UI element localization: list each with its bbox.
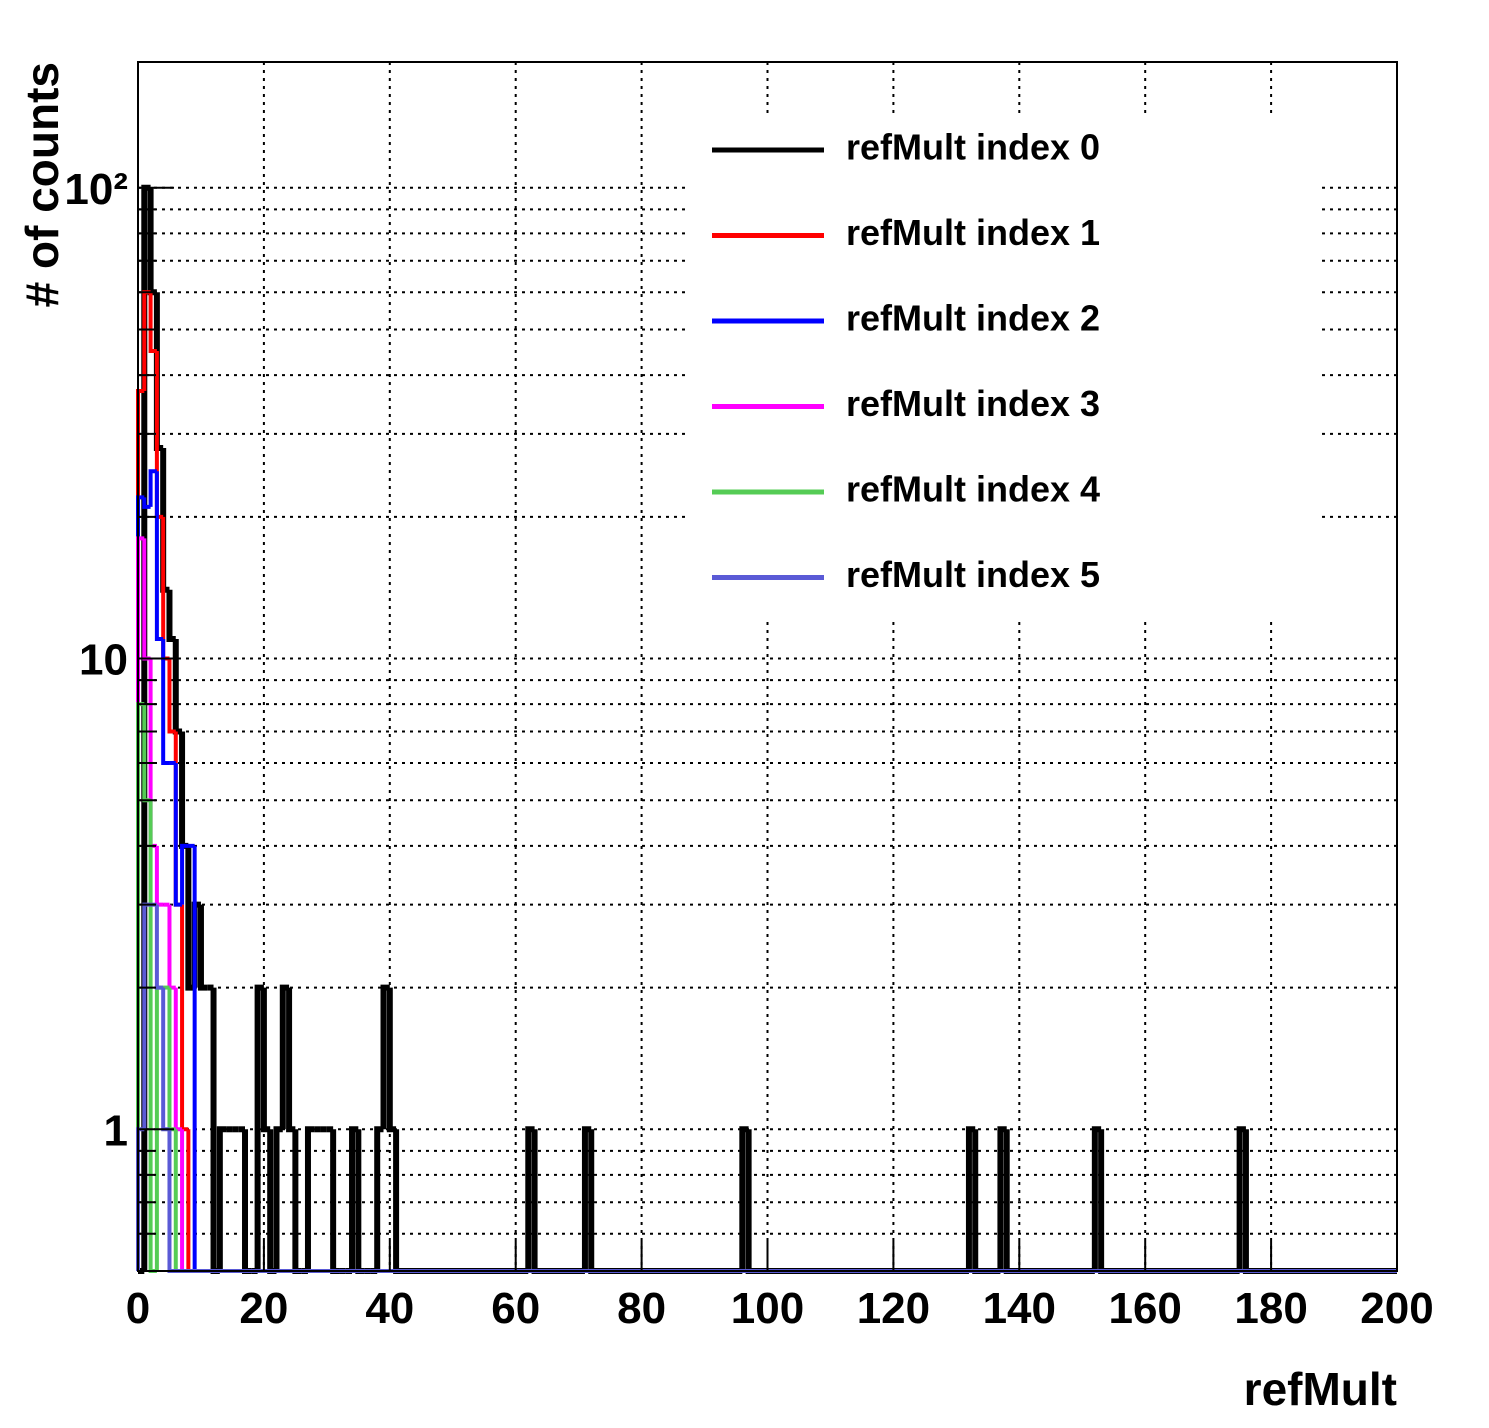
x-tick-label: 200 [1360, 1284, 1433, 1333]
histogram-bin [167, 658, 176, 734]
histogram-bin [142, 497, 151, 509]
legend-label: refMult index 2 [846, 298, 1100, 339]
legend-label: refMult index 3 [846, 383, 1100, 424]
histogram-bin [185, 845, 195, 991]
y-tick-label: 1 [104, 1106, 128, 1155]
legend: refMult index 0 refMult index 1 refMult in… [690, 118, 1320, 620]
legend-label: refMult index 1 [846, 212, 1100, 253]
x-tick-label: 180 [1234, 1284, 1307, 1333]
histogram-bin [154, 904, 164, 990]
x-tick-label: 0 [126, 1284, 150, 1333]
x-tick-label: 140 [983, 1284, 1056, 1333]
histogram-bin [304, 1126, 315, 1271]
histogram-bin [161, 639, 170, 765]
x-tick-label: 160 [1108, 1284, 1181, 1333]
histogram-bin [197, 904, 208, 991]
y-axis-title: # of counts [16, 62, 68, 307]
histogram-bin [148, 292, 157, 354]
histogram-bin [273, 1126, 283, 1271]
legend-label: refMult index 4 [846, 469, 1100, 510]
histogram-bin [148, 469, 157, 507]
x-tick-label: 120 [857, 1284, 930, 1333]
legend-label: refMult index 0 [846, 127, 1100, 168]
histogram-bin [374, 1126, 384, 1271]
y-tick-label: 10² [64, 165, 128, 214]
histogram-bin [173, 762, 183, 907]
legend-box [690, 118, 1320, 620]
histogram-bin [154, 471, 164, 642]
y-tick-label: 10 [79, 636, 128, 685]
histogram-bin [180, 843, 189, 905]
x-tick-label: 80 [617, 1284, 666, 1333]
x-tick-label: 40 [365, 1284, 414, 1333]
x-axis-title: refMult [1244, 1363, 1397, 1415]
legend-label: refMult index 5 [846, 554, 1100, 595]
x-tick-label: 60 [491, 1284, 540, 1333]
histogram-bin [216, 1126, 227, 1271]
x-tick-label: 100 [731, 1284, 804, 1333]
x-tick-label: 20 [239, 1284, 288, 1333]
